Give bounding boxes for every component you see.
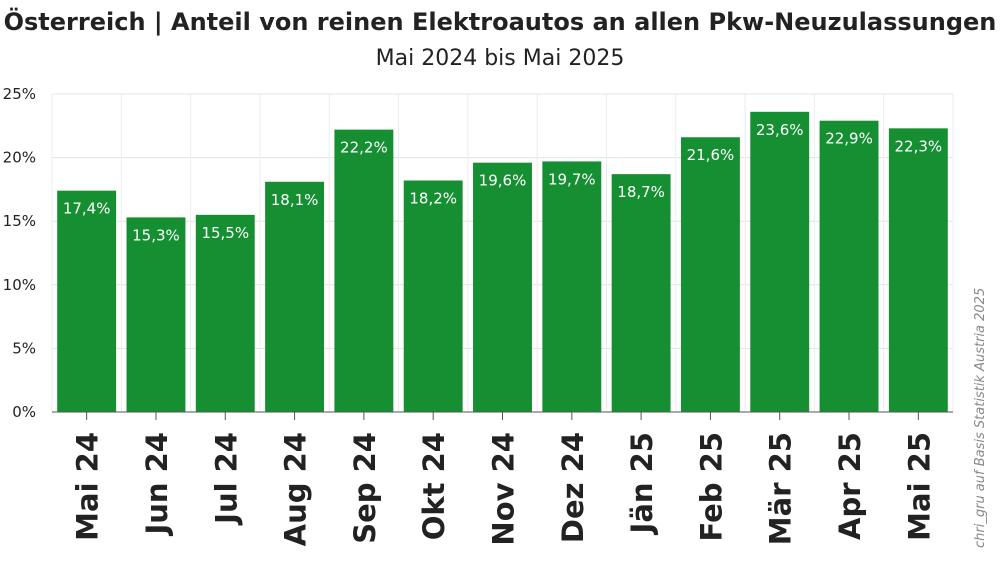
bar [750,111,810,413]
x-tick-label: Okt 24 [417,432,451,540]
bar-data-label: 22,3% [895,137,943,155]
bar-data-label: 19,6% [479,172,527,190]
bar-data-label: 18,2% [409,189,457,207]
x-tick-label: Dez 24 [556,432,590,543]
x-tick-label-group: Nov 24 [487,432,521,546]
bar-data-label: 21,6% [687,146,735,164]
x-tick-label: Nov 24 [487,432,521,546]
bar-data-label: 23,6% [756,121,804,139]
gridlines [51,93,954,413]
x-tick-label-group: Mai 25 [902,432,936,541]
bar [473,162,532,412]
x-axis: Mai 24 Jun 24 Jul 24 Aug 24 Sep 24 Okt 24 Nov … [52,411,953,546]
bar-data-label: 19,7% [548,170,596,188]
bar-data-label: 18,7% [617,183,665,201]
x-tick-label: Apr 25 [833,432,867,540]
x-tick-label: Jän 25 [625,432,659,535]
y-tick-label: 25% [3,85,36,103]
x-tick-label-group: Mai 24 [71,432,105,541]
bar [611,174,671,412]
x-tick-label: Aug 24 [279,432,313,546]
x-tick-label-group: Jun 24 [140,432,174,537]
x-tick-label: Mär 25 [764,432,798,545]
y-tick-label: 20% [3,149,36,167]
bar [819,120,879,412]
x-tick-label: Mai 25 [902,432,936,541]
x-tick-label: Mai 24 [71,432,105,541]
x-tick-label: Jun 24 [140,432,174,537]
bar [334,129,394,412]
x-tick-label-group: Jul 24 [209,432,243,526]
source-note: chri_gru auf Basis Statistik Austria 202… [973,287,988,548]
x-tick-label-group: Okt 24 [417,432,451,540]
bar [57,190,117,412]
x-tick-label-group: Sep 24 [348,432,382,544]
bar-data-label: 22,2% [340,139,388,157]
bar [403,180,463,412]
bar [265,181,325,412]
bar [680,137,740,413]
y-tick-label: 10% [3,276,36,294]
bar [888,128,948,412]
x-tick-label: Feb 25 [694,432,728,542]
bar [542,161,602,412]
x-tick-label-group: Apr 25 [833,432,867,540]
x-tick-label: Jul 24 [209,432,243,526]
y-tick-label: 0% [12,403,36,421]
x-tick-label-group: Aug 24 [279,432,313,546]
bar-data-label: 22,9% [825,130,873,148]
bar [126,217,186,412]
y-tick-label: 15% [3,212,36,230]
chart-subtitle: Mai 2024 bis Mai 2025 [375,46,625,71]
chart-title: Österreich | Anteil von reinen Elektroau… [3,8,997,36]
x-tick-label-group: Feb 25 [694,432,728,542]
x-tick-label-group: Dez 24 [556,432,590,543]
y-tick-label: 5% [12,339,36,357]
x-tick-label: Sep 24 [348,432,382,544]
bar-data-label: 18,1% [271,191,319,209]
bar-data-label: 15,3% [132,226,180,244]
x-tick-label-group: Mär 25 [764,432,798,545]
x-tick-label-group: Jän 25 [625,432,659,535]
bar-data-label: 17,4% [63,200,111,218]
bars: 17,4% 15,3% 15,5% 18,1% 22,2% 18,2% 19,6% 19,7%… [57,111,948,413]
bar [195,214,255,412]
y-axis: 0% 5% 10% 15% 20% 25% [3,85,36,421]
bar-data-label: 15,5% [201,224,249,242]
